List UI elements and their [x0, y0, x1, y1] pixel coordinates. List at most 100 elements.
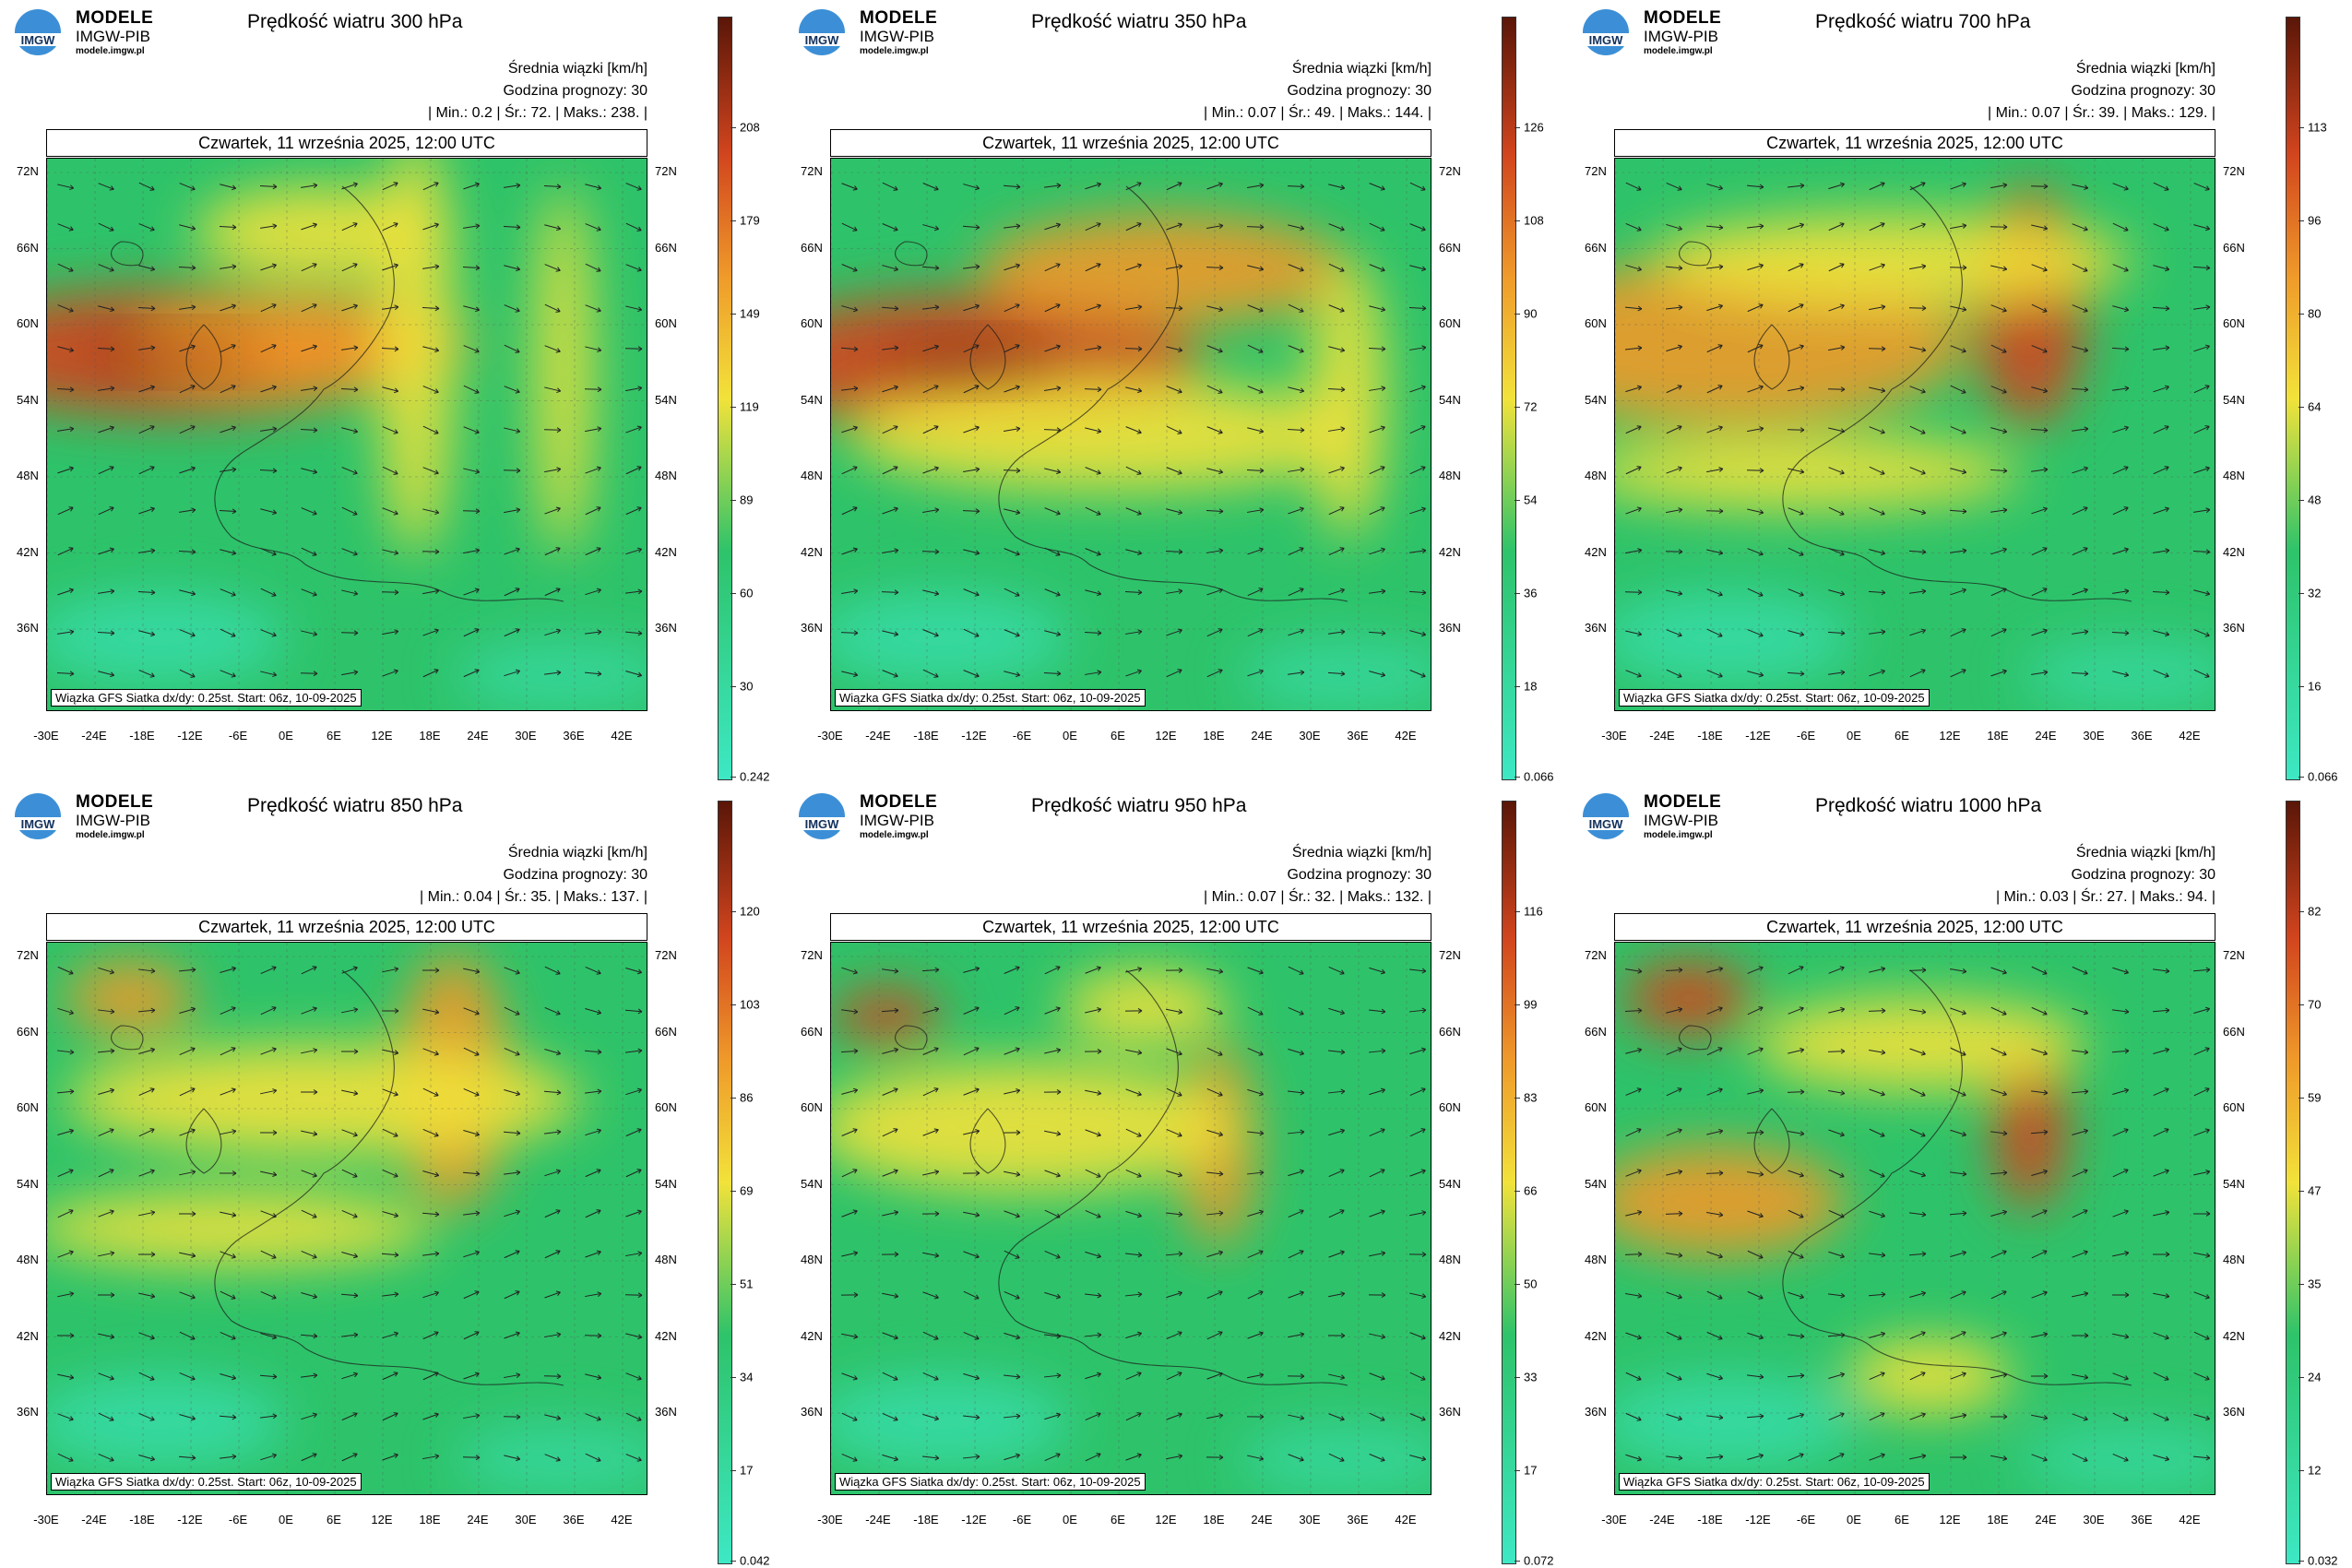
- colorbar-tick-label: 30: [740, 679, 754, 694]
- arrow-head: [1920, 1372, 1926, 1377]
- arrow-shaft: [2153, 1049, 2169, 1054]
- arrow-head: [353, 386, 359, 393]
- arrow-shaft: [57, 588, 74, 596]
- arrow-head: [2043, 225, 2049, 232]
- wind-arrow-icon: [1747, 1290, 1764, 1300]
- wind-arrow-icon: [97, 630, 115, 636]
- arrow-shaft: [1869, 182, 1885, 191]
- arrow-shaft: [625, 548, 642, 555]
- arrow-shaft: [1666, 306, 1682, 310]
- wind-arrow-icon: [1869, 669, 1885, 677]
- arrow-shaft: [2193, 509, 2210, 513]
- colorbar-tick-label: 50: [1524, 1277, 1538, 1291]
- arrow-head: [852, 185, 858, 191]
- arrow-shaft: [57, 506, 74, 516]
- wind-arrow-icon: [300, 1089, 318, 1095]
- wind-arrow-icon: [881, 589, 899, 596]
- wind-arrow-icon: [625, 466, 642, 475]
- arrow-shaft: [504, 1373, 520, 1379]
- arrow-head: [2165, 631, 2170, 637]
- arrow-head: [1136, 222, 1142, 228]
- arrow-shaft: [882, 630, 898, 636]
- arrow-shaft: [1788, 1007, 1804, 1015]
- wind-arrow-icon: [585, 304, 601, 313]
- arrow-head: [2165, 589, 2170, 596]
- arrow-shaft: [57, 184, 74, 189]
- lon-label: -30E: [817, 1513, 843, 1526]
- arrow-head: [2204, 1294, 2210, 1300]
- arrow-head: [597, 1088, 602, 1095]
- wind-arrow-icon: [1787, 427, 1805, 434]
- arrow-head: [1258, 1209, 1264, 1216]
- wind-arrow-icon: [56, 671, 75, 677]
- arrow-head: [2043, 184, 2049, 190]
- arrow-shaft: [1747, 344, 1764, 353]
- arrow-head: [1636, 1416, 1642, 1421]
- arrow-head: [2205, 1211, 2211, 1217]
- lat-label-left: 54N: [1585, 392, 1607, 407]
- colorbar-tick-label: 120: [740, 904, 760, 919]
- arrow-head: [893, 385, 898, 391]
- arrow-head: [1218, 469, 1224, 475]
- arrow-shaft: [544, 507, 561, 515]
- wind-arrow-icon: [1788, 588, 1804, 597]
- arrow-head: [1218, 1413, 1224, 1419]
- wind-arrow-icon: [2031, 547, 2048, 556]
- arrow-head: [1718, 966, 1724, 972]
- arrow-head: [637, 630, 643, 636]
- arrow-head: [1340, 671, 1346, 677]
- model-stamp: Wiązka GFS Siatka dx/dy: 0.25st. Start: …: [51, 689, 362, 707]
- lat-label-left: 72N: [17, 948, 39, 962]
- arrow-head: [555, 1050, 562, 1056]
- wind-arrow-icon: [922, 344, 939, 352]
- wind-arrow-icon: [341, 1129, 358, 1137]
- arrow-shaft: [98, 1210, 114, 1218]
- wind-arrow-icon: [1327, 386, 1346, 393]
- wind-arrow-icon: [1004, 671, 1021, 678]
- arrow-head: [2205, 549, 2211, 555]
- wind-arrow-icon: [1666, 182, 1682, 191]
- arrow-shaft: [98, 426, 114, 434]
- lon-label: 0E: [1847, 1513, 1861, 1526]
- wind-arrow-icon: [422, 467, 439, 475]
- map-panel: IMGW MODELE IMGW-PIB modele.imgw.pl Prędkość…: [784, 0, 1568, 784]
- arrow-head: [474, 429, 480, 434]
- lat-label-left: 54N: [17, 392, 39, 407]
- wind-arrow-icon: [2192, 1455, 2211, 1461]
- arrow-head: [434, 1009, 440, 1015]
- arrow-head: [1839, 510, 1845, 516]
- arrow-shaft: [1624, 1010, 1643, 1012]
- lon-label: 12E: [371, 729, 393, 742]
- arrow-shaft: [1328, 588, 1345, 596]
- arrow-head: [1678, 967, 1683, 973]
- arrow-shaft: [260, 671, 277, 676]
- arrow-head: [191, 1211, 196, 1217]
- wind-arrow-icon: [301, 1006, 317, 1015]
- arrow-shaft: [1287, 1090, 1305, 1094]
- arrow-head: [1056, 631, 1062, 637]
- arrow-shaft: [220, 304, 236, 312]
- wind-arrow-icon: [382, 263, 398, 271]
- lon-label: -24E: [81, 1513, 107, 1526]
- arrow-shaft: [382, 1170, 398, 1177]
- model-stamp: Wiązka GFS Siatka dx/dy: 0.25st. Start: …: [51, 1473, 362, 1491]
- arrow-head: [1718, 1212, 1724, 1218]
- wind-arrow-icon: [422, 222, 439, 231]
- wind-arrow-icon: [585, 426, 602, 433]
- wind-arrow-icon: [1408, 1007, 1427, 1014]
- arrow-head: [2043, 1129, 2049, 1135]
- colorbar-tick: [1515, 1470, 1520, 1471]
- arrow-shaft: [2072, 1130, 2088, 1135]
- arrow-shaft: [1124, 348, 1143, 350]
- arrow-head: [272, 1373, 278, 1380]
- wind-arrow-icon: [882, 1169, 898, 1177]
- arrow-head: [393, 182, 398, 187]
- arrow-shaft: [1909, 1372, 1926, 1381]
- arrow-head: [1340, 629, 1346, 636]
- arrow-shaft: [57, 263, 74, 272]
- wind-arrow-icon: [138, 1210, 156, 1217]
- arrow-head: [1677, 1047, 1682, 1052]
- wind-arrow-icon: [1409, 1372, 1426, 1381]
- wind-arrow-icon: [463, 1047, 480, 1056]
- wind-arrow-icon: [301, 1251, 317, 1259]
